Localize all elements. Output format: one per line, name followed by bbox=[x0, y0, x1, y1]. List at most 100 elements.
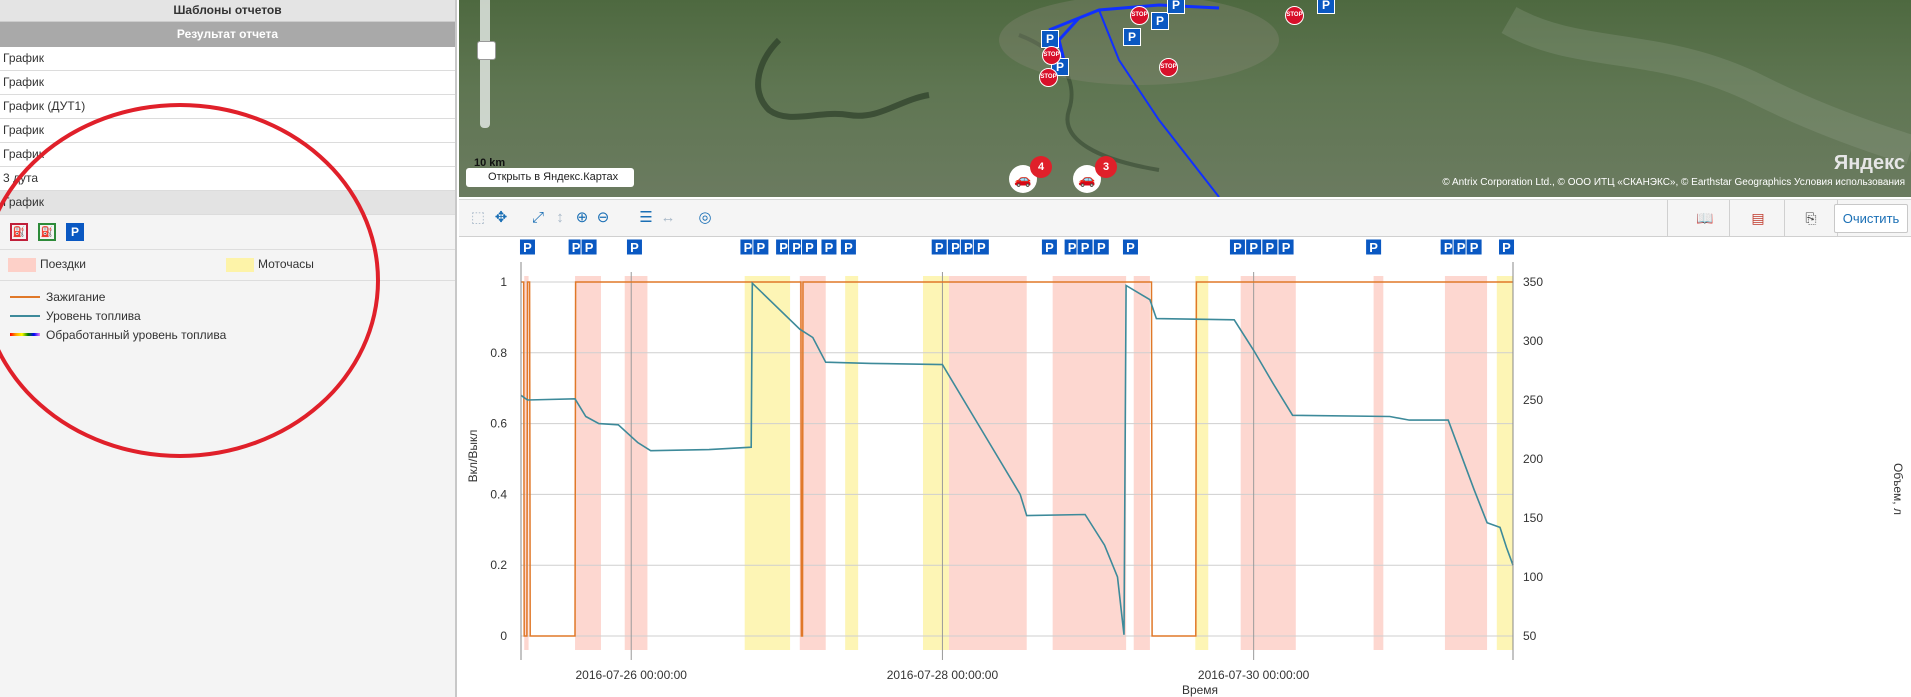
parking-marker bbox=[1277, 238, 1295, 256]
parking-marker-label: P bbox=[1068, 240, 1077, 255]
map-parking-marker[interactable]: P bbox=[1317, 0, 1335, 14]
map-parking-marker[interactable]: P bbox=[1151, 12, 1169, 30]
y-left-tick-label: 1 bbox=[500, 275, 507, 289]
parking-marker bbox=[1040, 238, 1058, 256]
chart-band bbox=[575, 276, 601, 650]
select-icon[interactable]: ⬚ bbox=[470, 209, 486, 226]
fit-icon[interactable]: ⤢ bbox=[531, 209, 544, 226]
y-left-tick-label: 0.6 bbox=[490, 417, 507, 431]
parking-marker bbox=[625, 238, 643, 256]
satellite-map[interactable]: P P P P P P STOP STOP STOP STOP STOP 🚗 4… bbox=[459, 0, 1911, 197]
y-right-tick-label: 100 bbox=[1523, 570, 1543, 584]
area-legend: Поездки Моточасы bbox=[0, 250, 455, 281]
y-zoom-icon[interactable]: ↕ bbox=[556, 209, 564, 226]
parking-marker-label: P bbox=[1444, 240, 1453, 255]
parking-marker-label: P bbox=[630, 240, 639, 255]
parking-marker-label: P bbox=[825, 240, 834, 255]
parking-marker-label: P bbox=[951, 240, 960, 255]
result-header[interactable]: Результат отчета bbox=[0, 22, 455, 47]
pdf-icon[interactable]: ▤ bbox=[1751, 210, 1765, 226]
parking-marker-label: P bbox=[744, 240, 753, 255]
fuel-fill-icon[interactable]: ⛽ bbox=[38, 223, 56, 241]
report-item-chart[interactable]: График bbox=[0, 71, 455, 95]
fuel-level-line bbox=[520, 281, 1514, 635]
y-left-tick-label: 0 bbox=[500, 629, 507, 643]
parking-marker-label: P bbox=[1126, 240, 1135, 255]
open-in-yandex-maps-link[interactable]: Открыть в Яндекс.Картах bbox=[466, 168, 634, 187]
report-sidebar: Шаблоны отчетов Результат отчета График … bbox=[0, 0, 457, 697]
trips-swatch[interactable] bbox=[8, 258, 36, 272]
marker-toggle-bar: ⛽ ⛽ P bbox=[0, 215, 455, 250]
yandex-logo: Яндекс bbox=[1833, 152, 1905, 174]
chart-band bbox=[524, 276, 529, 650]
parking-marker-label: P bbox=[1457, 240, 1466, 255]
list-icon[interactable]: ☰ bbox=[639, 209, 653, 226]
zoom-slider[interactable] bbox=[480, 0, 490, 128]
y-axis-left-label: Вкл/Выкл bbox=[466, 430, 480, 483]
report-item-3-duta[interactable]: 3 дута bbox=[0, 167, 455, 191]
export-icon[interactable]: ⎘ bbox=[1805, 210, 1817, 226]
legend-processed-fuel[interactable]: Обработанный уровень топлива bbox=[10, 325, 455, 344]
cluster-count: 3 bbox=[1095, 156, 1117, 178]
parking-marker bbox=[752, 238, 770, 256]
chart-grid bbox=[521, 272, 1513, 660]
parking-marker bbox=[972, 238, 990, 256]
book-icon[interactable]: 📖 bbox=[1696, 210, 1714, 226]
map-stop-marker[interactable]: STOP bbox=[1285, 6, 1304, 25]
legend-fuel-level-label: Уровень топлива bbox=[46, 308, 141, 323]
y-axis-right-label: Объем, л bbox=[1891, 463, 1905, 515]
chart-band bbox=[1195, 276, 1209, 650]
parking-marker-label: P bbox=[805, 240, 814, 255]
chart-series bbox=[520, 281, 1514, 637]
parking-marker-label: P bbox=[977, 240, 986, 255]
chart-band bbox=[845, 276, 859, 650]
cluster-count: 4 bbox=[1030, 156, 1052, 178]
parking-marker-label: P bbox=[1097, 240, 1106, 255]
map-stop-marker[interactable]: STOP bbox=[1130, 6, 1149, 25]
target-icon[interactable]: ◎ bbox=[698, 209, 712, 226]
zoom-out-icon[interactable]: ⊖ bbox=[596, 209, 610, 226]
legend-fuel-level[interactable]: Уровень топлива bbox=[10, 306, 455, 325]
engine-hours-legend-label[interactable]: Моточасы bbox=[258, 257, 314, 271]
y-right-tick-label: 350 bbox=[1523, 275, 1543, 289]
toolbar-divider bbox=[1729, 200, 1730, 236]
engine-hours-swatch[interactable] bbox=[226, 258, 254, 272]
report-item-chart[interactable]: График bbox=[0, 119, 455, 143]
templates-header[interactable]: Шаблоны отчетов bbox=[0, 0, 455, 22]
legend-ignition[interactable]: Зажигание bbox=[10, 287, 455, 306]
y-left-tick-label: 0.4 bbox=[490, 487, 507, 501]
x-axis-label: Время bbox=[1182, 683, 1218, 697]
chart-band bbox=[1496, 276, 1513, 650]
map-stop-marker[interactable]: STOP bbox=[1039, 68, 1058, 87]
toolbar-divider bbox=[1667, 200, 1668, 236]
pan-icon[interactable]: ✥ bbox=[494, 209, 508, 226]
parking-marker-label: P bbox=[1266, 240, 1275, 255]
chart-bands bbox=[524, 276, 1513, 650]
chart-band bbox=[1133, 276, 1150, 650]
report-item-chart-dut1[interactable]: График (ДУТ1) bbox=[0, 95, 455, 119]
parking-marker-label: P bbox=[523, 240, 532, 255]
map-stop-marker[interactable]: STOP bbox=[1159, 58, 1178, 77]
ignition-line-swatch bbox=[10, 295, 40, 298]
report-item-chart[interactable]: График bbox=[0, 143, 455, 167]
report-item-chart-selected[interactable]: График bbox=[0, 191, 455, 215]
x-scroll-icon[interactable]: ↔ bbox=[660, 209, 676, 226]
parking-marker-label: P bbox=[572, 240, 581, 255]
zoom-in-icon[interactable]: ⊕ bbox=[575, 209, 589, 226]
y-left-tick-label: 0.2 bbox=[490, 558, 507, 572]
fuel-drain-icon[interactable]: ⛽ bbox=[10, 223, 28, 241]
map-parking-marker[interactable]: P bbox=[1167, 0, 1185, 14]
clear-button[interactable]: Очистить bbox=[1834, 204, 1908, 233]
vehicle-cluster[interactable]: 🚗 bbox=[1009, 165, 1037, 193]
parking-icon[interactable]: P bbox=[66, 223, 84, 241]
map-parking-marker[interactable]: P bbox=[1123, 28, 1141, 46]
report-item-chart[interactable]: График bbox=[0, 47, 455, 71]
chart-band bbox=[1240, 276, 1296, 650]
map-copyright[interactable]: © Antrix Corporation Ltd., © ООО ИТЦ «СК… bbox=[1442, 177, 1905, 188]
toolbar-divider bbox=[1784, 200, 1785, 236]
trips-legend-label[interactable]: Поездки bbox=[40, 257, 86, 271]
parking-marker bbox=[580, 238, 598, 256]
zoom-slider-handle[interactable] bbox=[477, 41, 496, 60]
map-stop-marker[interactable]: STOP bbox=[1042, 46, 1061, 65]
